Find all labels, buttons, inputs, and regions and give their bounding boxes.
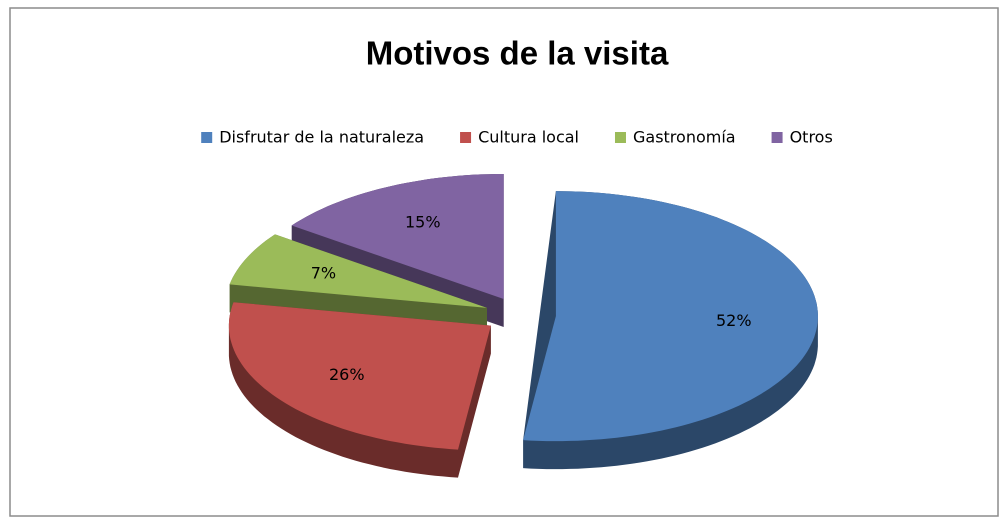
legend: Disfrutar de la naturaleza Cultura local G… xyxy=(201,128,833,147)
chart-title: Motivos de la visita xyxy=(366,35,669,72)
data-label: 52% xyxy=(716,311,752,330)
pie-slice xyxy=(523,191,818,442)
legend-label: Otros xyxy=(790,128,833,147)
legend-swatch xyxy=(771,132,783,143)
pie: 15% 7% 26% 52% xyxy=(228,174,818,478)
legend-swatch xyxy=(460,132,472,143)
pie-slice xyxy=(229,234,487,308)
legend-label: Disfrutar de la naturaleza xyxy=(219,128,424,147)
pie-slice xyxy=(291,174,504,299)
chart-border xyxy=(9,7,999,517)
data-label: 7% xyxy=(311,264,336,283)
data-label: 15% xyxy=(405,213,441,232)
pie-slice xyxy=(228,302,491,450)
legend-label: Gastronomía xyxy=(633,128,736,147)
legend-swatch xyxy=(614,132,626,143)
legend-swatch xyxy=(201,132,213,143)
data-label: 26% xyxy=(329,365,365,384)
legend-label: Cultura local xyxy=(478,128,579,147)
